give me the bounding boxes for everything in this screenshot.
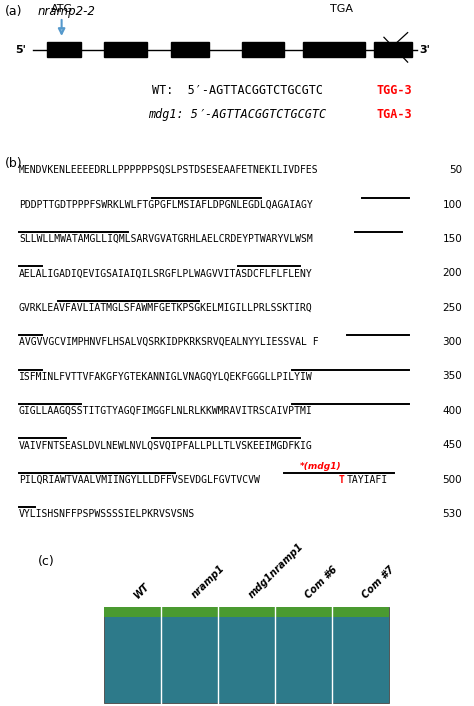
Text: 50: 50 — [449, 165, 462, 175]
Text: GVRKLEAVFAVLIATMGLSFAWMFGETKPSGKELMIGILLPRLSSKTIRQ: GVRKLEAVFAVLIATMGLSFAWMFGETKPSGKELMIGILL… — [19, 303, 313, 313]
Bar — [104, 606, 389, 618]
Text: PILQRIAWTVAALVMIINGYLLLDFFVSEVDGLFGVTVCVW: PILQRIAWTVAALVMIINGYLLLDFFVSEVDGLFGVTVCV… — [19, 474, 260, 484]
Text: mdg1nramp1: mdg1nramp1 — [246, 542, 305, 600]
Bar — [374, 42, 412, 57]
Text: 400: 400 — [443, 406, 462, 416]
Bar — [171, 42, 209, 57]
Text: WT: WT — [133, 581, 152, 600]
Text: TGA: TGA — [330, 4, 353, 14]
Text: GIGLLAAGQSSTITGTYAGQFIMGGFLNLRLKKWMRAVITRSCAIVPTMI: GIGLLAAGQSSTITGTYAGQFIMGGFLNLRLKKWMRAVIT… — [19, 406, 313, 416]
Text: T: T — [339, 474, 345, 484]
Text: (a): (a) — [5, 5, 22, 18]
Text: (c): (c) — [38, 556, 55, 568]
Bar — [303, 42, 365, 57]
Bar — [104, 42, 147, 57]
Text: 100: 100 — [443, 200, 462, 210]
Bar — [104, 606, 389, 703]
Text: PDDPTTGDTPPPFSWRKLWLFTGPGFLMSIAFLDPGNLEGDLQAGAIAGY: PDDPTTGDTPPPFSWRKLWLFTGPGFLMSIAFLDPGNLEG… — [19, 200, 313, 210]
Text: 250: 250 — [442, 303, 462, 313]
Text: ATG: ATG — [51, 4, 73, 14]
Bar — [242, 42, 284, 57]
Text: 3': 3' — [419, 44, 430, 54]
Text: WT:  5′-AGTTACGGTCTGCGTC: WT: 5′-AGTTACGGTCTGCGTC — [152, 83, 322, 97]
Text: Com #7: Com #7 — [360, 564, 396, 600]
Text: *(mdg1): *(mdg1) — [300, 462, 342, 471]
Text: VYLISHSNFFPSPWSSSSIELPKRVSVSNS: VYLISHSNFFPSPWSSSSIELPKRVSVSNS — [19, 509, 195, 519]
Text: SLLWLLMWATAMGLLIQMLSARVGVATGRHLAELCRDEYPTWARYVLWSM: SLLWLLMWATAMGLLIQMLSARVGVATGRHLAELCRDEYP… — [19, 234, 313, 244]
Text: nramp2-2: nramp2-2 — [38, 5, 96, 18]
Text: 450: 450 — [442, 441, 462, 450]
Text: 350: 350 — [442, 371, 462, 381]
Text: (b): (b) — [5, 157, 22, 170]
Text: 5': 5' — [15, 44, 26, 54]
Text: MENDVKENLEEEEDRLLPPPPPPSQSLPSTDSESEAAFETNEKILIVDFES: MENDVKENLEEEEDRLLPPPPPPSQSLPSTDSESEAAFET… — [19, 165, 319, 175]
Text: nramp1: nramp1 — [190, 563, 227, 600]
Text: mdg1: 5′-AGTTACGGTCTGCGTC: mdg1: 5′-AGTTACGGTCTGCGTC — [148, 109, 326, 121]
Text: 530: 530 — [442, 509, 462, 519]
Text: AELALIGADIQEVIGSAIAIQILSRGFLPLWAGVVITASDCFLFLFLENY: AELALIGADIQEVIGSAIAIQILSRGFLPLWAGVVITASD… — [19, 268, 313, 278]
Text: 200: 200 — [443, 268, 462, 278]
Text: ISFMINLFVTTVFAKGFYGTEKANNIGLVNAGQYLQEKFGGGLLPILYIW: ISFMINLFVTTVFAKGFYGTEKANNIGLVNAGQYLQEKFG… — [19, 371, 313, 381]
Text: VAIVFNTSEASLDVLNEWLNVLQSVQIPFALLPLLTLVSKEEIMGDFKIG: VAIVFNTSEASLDVLNEWLNVLQSVQIPFALLPLLTLVSK… — [19, 441, 313, 450]
Text: 300: 300 — [443, 337, 462, 347]
Text: 500: 500 — [443, 474, 462, 484]
Text: TGA-3: TGA-3 — [377, 109, 412, 121]
Text: TGG-3: TGG-3 — [377, 83, 412, 97]
Text: TAYIAFI: TAYIAFI — [347, 474, 388, 484]
Bar — [47, 42, 81, 57]
Text: Com #6: Com #6 — [303, 564, 339, 600]
Text: AVGVVGCVIMPHNVFLHSALVQSRKIDPKRKSRVQEALNYYLIESSVAL F: AVGVVGCVIMPHNVFLHSALVQSRKIDPKRKSRVQEALNY… — [19, 337, 319, 347]
Text: 150: 150 — [442, 234, 462, 244]
